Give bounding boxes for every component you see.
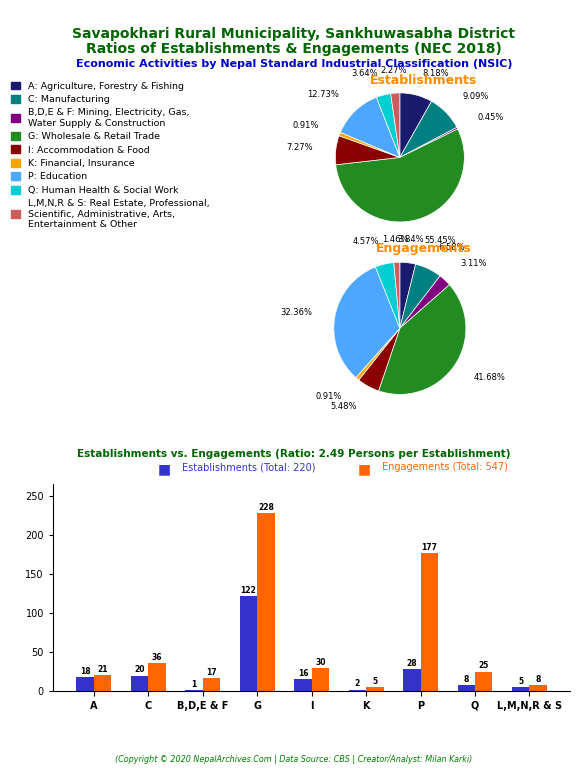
Wedge shape: [400, 127, 457, 157]
Text: Engagements (Total: 547): Engagements (Total: 547): [382, 462, 508, 472]
Text: 3.84%: 3.84%: [397, 235, 424, 244]
Bar: [185, 690, 203, 691]
Wedge shape: [379, 285, 466, 394]
Text: 4.57%: 4.57%: [353, 237, 379, 246]
Legend: A: Agriculture, Forestry & Fishing, C: Manufacturing, B,D,E & F: Mining, Electri: A: Agriculture, Forestry & Fishing, C: M…: [11, 81, 209, 229]
Text: 12.73%: 12.73%: [308, 91, 339, 100]
Wedge shape: [400, 101, 457, 157]
Text: 3.11%: 3.11%: [461, 259, 487, 268]
Bar: [403, 669, 420, 691]
Text: 5: 5: [372, 677, 377, 686]
Wedge shape: [400, 93, 432, 157]
Text: Economic Activities by Nepal Standard Industrial Classification (NSIC): Economic Activities by Nepal Standard In…: [76, 59, 512, 69]
Wedge shape: [400, 264, 440, 329]
Text: Establishments vs. Engagements (Ratio: 2.49 Persons per Establishment): Establishments vs. Engagements (Ratio: 2…: [77, 449, 511, 459]
Text: 7.27%: 7.27%: [287, 143, 313, 152]
Text: 28: 28: [406, 659, 417, 668]
Text: 8: 8: [463, 675, 469, 684]
Wedge shape: [390, 93, 400, 157]
Wedge shape: [335, 136, 400, 165]
Bar: [240, 596, 257, 691]
Wedge shape: [394, 263, 400, 329]
Text: 17: 17: [206, 667, 217, 677]
Text: 55.45%: 55.45%: [425, 237, 456, 246]
Wedge shape: [359, 329, 400, 391]
Text: 2.27%: 2.27%: [380, 66, 407, 75]
Text: Engagements: Engagements: [376, 242, 471, 255]
Wedge shape: [376, 94, 400, 157]
Bar: [512, 687, 529, 691]
Wedge shape: [340, 98, 400, 157]
Text: 228: 228: [258, 502, 274, 511]
Text: 5.48%: 5.48%: [330, 402, 357, 411]
Text: (Copyright © 2020 NepalArchives.Com | Data Source: CBS | Creator/Analyst: Milan : (Copyright © 2020 NepalArchives.Com | Da…: [115, 755, 473, 764]
Bar: [312, 667, 329, 691]
Bar: [475, 672, 492, 691]
Text: 41.68%: 41.68%: [474, 373, 506, 382]
Text: 21: 21: [98, 664, 108, 674]
Text: 1: 1: [192, 680, 196, 689]
Bar: [420, 553, 438, 691]
Text: 8.18%: 8.18%: [422, 68, 449, 78]
Wedge shape: [339, 132, 400, 157]
Text: Establishments: Establishments: [370, 74, 477, 88]
Text: 8: 8: [536, 675, 541, 684]
Text: 3.64%: 3.64%: [351, 68, 377, 78]
Text: 32.36%: 32.36%: [280, 308, 312, 317]
Text: 5: 5: [518, 677, 523, 686]
Bar: [148, 663, 166, 691]
Bar: [131, 676, 148, 691]
Bar: [294, 679, 312, 691]
Text: 177: 177: [421, 542, 437, 551]
Text: 122: 122: [240, 585, 256, 594]
Wedge shape: [400, 263, 416, 329]
Bar: [457, 685, 475, 691]
Text: 1.46%: 1.46%: [383, 235, 409, 243]
Bar: [94, 675, 111, 691]
Text: 0.91%: 0.91%: [316, 392, 342, 401]
Bar: [349, 690, 366, 691]
Text: 20: 20: [134, 665, 145, 674]
Bar: [529, 685, 547, 691]
Text: 18: 18: [80, 667, 91, 676]
Wedge shape: [400, 276, 449, 329]
Text: ■: ■: [358, 462, 371, 476]
Text: 0.45%: 0.45%: [477, 114, 504, 122]
Text: 16: 16: [298, 668, 308, 677]
Wedge shape: [336, 129, 465, 222]
Bar: [203, 678, 220, 691]
Text: ■: ■: [158, 462, 171, 476]
Text: Ratios of Establishments & Engagements (NEC 2018): Ratios of Establishments & Engagements (…: [86, 42, 502, 56]
Bar: [366, 687, 383, 691]
Text: 0.91%: 0.91%: [292, 121, 319, 131]
Text: 2: 2: [355, 680, 360, 688]
Text: 36: 36: [152, 653, 162, 662]
Wedge shape: [356, 329, 400, 380]
Text: 6.58%: 6.58%: [439, 243, 465, 253]
Wedge shape: [375, 263, 400, 329]
Text: Savapokhari Rural Municipality, Sankhuwasabha District: Savapokhari Rural Municipality, Sankhuwa…: [72, 27, 516, 41]
Bar: [76, 677, 94, 691]
Text: 25: 25: [479, 661, 489, 670]
Wedge shape: [334, 267, 400, 378]
Text: 30: 30: [315, 657, 326, 667]
Text: Establishments (Total: 220): Establishments (Total: 220): [182, 462, 316, 472]
Bar: [257, 513, 275, 691]
Text: 9.09%: 9.09%: [462, 92, 489, 101]
